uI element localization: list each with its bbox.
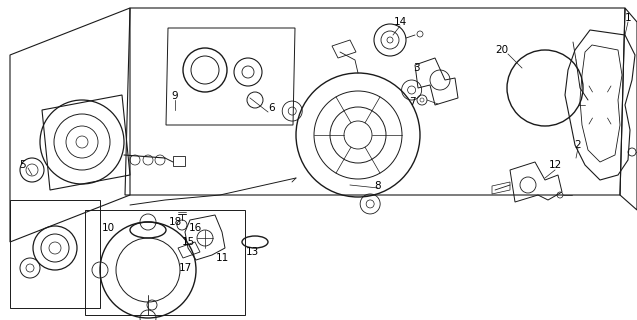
Text: 3: 3 (413, 63, 419, 73)
Text: 15: 15 (182, 237, 195, 247)
Text: 20: 20 (496, 45, 508, 55)
Text: 13: 13 (245, 247, 259, 257)
Text: 12: 12 (548, 160, 562, 170)
Text: 1: 1 (625, 13, 631, 23)
Text: 16: 16 (189, 223, 202, 233)
Text: 18: 18 (168, 217, 182, 227)
Text: 7: 7 (409, 97, 415, 107)
Text: 9: 9 (172, 91, 178, 101)
Text: 10: 10 (101, 223, 115, 233)
Text: 14: 14 (394, 17, 406, 27)
Text: 8: 8 (375, 181, 382, 191)
Text: 5: 5 (18, 160, 25, 170)
Text: 11: 11 (215, 253, 229, 263)
Bar (173, 156, 185, 166)
Text: 2: 2 (575, 140, 582, 150)
Text: 17: 17 (178, 263, 192, 273)
Text: 6: 6 (269, 103, 275, 113)
